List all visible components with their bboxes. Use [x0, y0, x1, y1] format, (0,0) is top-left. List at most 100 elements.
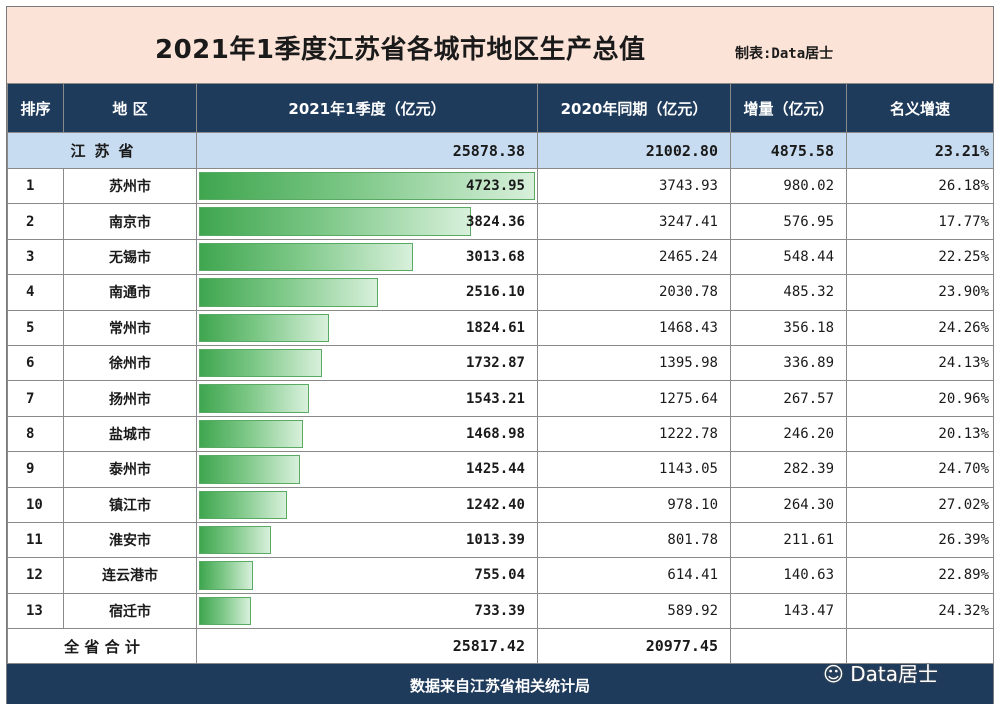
bar-value-label: 1242.40 [465, 496, 525, 513]
header-row: 排序 地 区 2021年1季度（亿元） 2020年同期（亿元） 增量（亿元） 名… [7, 83, 994, 133]
data-bar [199, 490, 288, 519]
city-cell: 无锡市 [63, 238, 197, 276]
city-cell: 徐州市 [63, 344, 197, 382]
q1-2020-cell: 1468.43 [537, 309, 731, 346]
increase-cell: 267.57 [730, 380, 847, 417]
table-row: 10 镇江市 1242.40 978.10 264.30 27.02% [7, 486, 994, 523]
table-row: 5 常州市 1824.61 1468.43 356.18 24.26% [7, 309, 994, 346]
q1-2021-cell: 755.04 [196, 557, 538, 594]
increase-cell: 246.20 [730, 415, 847, 453]
q1-2021-cell: 1732.87 [196, 344, 538, 382]
province-q1-2021: 25878.38 [196, 132, 538, 169]
province-growth: 23.21% [846, 132, 994, 169]
column-header-growth: 名义增速 [846, 83, 994, 133]
rank-cell: 7 [7, 380, 64, 417]
data-bar [199, 561, 253, 590]
q1-2021-cell: 1824.61 [196, 309, 538, 346]
city-cell: 宿迁市 [63, 592, 197, 630]
growth-cell: 24.26% [846, 309, 994, 346]
bar-value-label: 3013.68 [465, 248, 525, 265]
growth-cell: 27.02% [846, 486, 994, 523]
gdp-table: 排序 地 区 2021年1季度（亿元） 2020年同期（亿元） 增量（亿元） 名… [7, 83, 994, 665]
city-cell: 连云港市 [63, 557, 197, 594]
total-increase-empty [730, 628, 847, 665]
total-label: 全 省 合 计 [7, 628, 197, 665]
rank-cell: 12 [7, 557, 64, 594]
credit-label: 制表:Data居士 [735, 46, 834, 62]
total-growth-empty [846, 628, 994, 665]
growth-cell: 26.18% [846, 167, 994, 205]
city-cell: 淮安市 [63, 521, 197, 559]
province-name: 江 苏 省 [7, 132, 197, 169]
data-bar [199, 313, 329, 342]
data-bar [199, 384, 309, 413]
growth-cell: 22.25% [846, 238, 994, 276]
table-row: 6 徐州市 1732.87 1395.98 336.89 24.13% [7, 344, 994, 382]
table-row: 12 连云港市 755.04 614.41 140.63 22.89% [7, 557, 994, 594]
rank-cell: 13 [7, 592, 64, 630]
table-row: 2 南京市 3824.36 3247.41 576.95 17.77% [7, 203, 994, 240]
rank-cell: 8 [7, 415, 64, 453]
increase-cell: 336.89 [730, 344, 847, 382]
growth-cell: 20.13% [846, 415, 994, 453]
data-bar [199, 455, 301, 484]
city-cell: 扬州市 [63, 380, 197, 417]
bar-value-label: 2516.10 [465, 284, 525, 301]
table-row: 9 泰州市 1425.44 1143.05 282.39 24.70% [7, 451, 994, 488]
growth-cell: 22.89% [846, 557, 994, 594]
table-row: 8 盐城市 1468.98 1222.78 246.20 20.13% [7, 415, 994, 453]
watermark: ☺ Data居士 [823, 658, 938, 687]
page-title: 2021年1季度江苏省各城市地区生产总值 [155, 35, 646, 65]
q1-2020-cell: 3247.41 [537, 203, 731, 240]
data-bar [199, 242, 414, 272]
data-bar [199, 172, 535, 201]
footer-bar: 数据来自江苏省相关统计局 [7, 664, 993, 704]
rank-cell: 3 [7, 238, 64, 276]
table-row: 1 苏州市 4723.95 3743.93 980.02 26.18% [7, 167, 994, 205]
total-q1-2021: 25817.42 [196, 628, 538, 665]
bar-value-label: 1543.21 [465, 390, 525, 407]
growth-cell: 24.32% [846, 592, 994, 630]
bar-value-label: 1732.87 [465, 355, 525, 372]
q1-2021-cell: 1425.44 [196, 451, 538, 488]
table-row: 13 宿迁市 733.39 589.92 143.47 24.32% [7, 592, 994, 630]
wechat-icon: ☺ [823, 662, 844, 686]
data-bar [199, 207, 471, 236]
column-header-region: 地 区 [63, 83, 197, 133]
bar-value-label: 3824.36 [465, 213, 525, 230]
q1-2021-cell: 3824.36 [196, 203, 538, 240]
q1-2020-cell: 614.41 [537, 557, 731, 594]
q1-2021-cell: 733.39 [196, 592, 538, 630]
rank-cell: 11 [7, 521, 64, 559]
growth-cell: 24.70% [846, 451, 994, 488]
growth-cell: 26.39% [846, 521, 994, 559]
bar-value-label: 755.04 [474, 567, 525, 584]
bar-value-label: 733.39 [474, 602, 525, 619]
q1-2021-cell: 4723.95 [196, 167, 538, 205]
city-cell: 南通市 [63, 274, 197, 311]
q1-2020-cell: 2465.24 [537, 238, 731, 276]
rank-cell: 6 [7, 344, 64, 382]
rank-cell: 1 [7, 167, 64, 205]
data-bar [199, 348, 323, 378]
increase-cell: 356.18 [730, 309, 847, 346]
increase-cell: 143.47 [730, 592, 847, 630]
data-bar [199, 525, 272, 555]
increase-cell: 264.30 [730, 486, 847, 523]
growth-cell: 20.96% [846, 380, 994, 417]
increase-cell: 980.02 [730, 167, 847, 205]
bar-value-label: 1425.44 [465, 461, 525, 478]
data-bar [199, 419, 304, 449]
rank-cell: 9 [7, 451, 64, 488]
total-row: 全 省 合 计 25817.42 20977.45 [7, 628, 994, 665]
column-header-q1-2020: 2020年同期（亿元） [537, 83, 731, 133]
q1-2021-cell: 1543.21 [196, 380, 538, 417]
increase-cell: 576.95 [730, 203, 847, 240]
bar-value-label: 1824.61 [465, 319, 525, 336]
increase-cell: 211.61 [730, 521, 847, 559]
q1-2020-cell: 589.92 [537, 592, 731, 630]
q1-2020-cell: 801.78 [537, 521, 731, 559]
source-note: 数据来自江苏省相关统计局 [409, 677, 590, 695]
city-cell: 南京市 [63, 203, 197, 240]
rank-cell: 10 [7, 486, 64, 523]
